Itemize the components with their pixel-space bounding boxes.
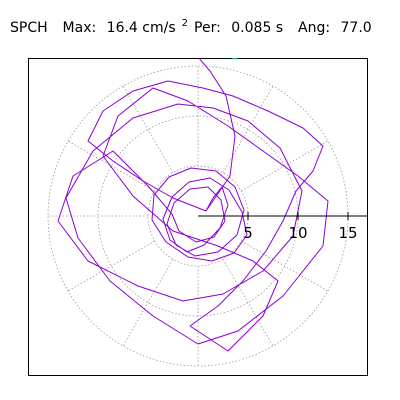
max-label: Max: <box>62 19 97 36</box>
station-code: SPCH <box>10 19 48 36</box>
plot-frame <box>28 58 368 376</box>
grid-spoke <box>67 240 155 292</box>
hodogram-plot: 5 10 15 <box>28 58 368 376</box>
plot-header: SPCH Max: 16.4 cm/s 2 Per: 0.085 s Ang: 77… <box>10 18 378 36</box>
grid-spoke <box>222 259 274 347</box>
radial-tick-label: 15 <box>338 224 357 242</box>
radial-axis: 5 10 15 <box>198 212 368 242</box>
trace-segment <box>151 167 248 262</box>
max-value: 16.4 cm/s <box>106 19 176 36</box>
peak-marker-group <box>231 58 238 60</box>
radial-tick-label: 10 <box>288 224 307 242</box>
trace-segment <box>57 87 329 352</box>
grid-spoke <box>222 85 274 173</box>
angle-label: Ang: <box>298 19 331 36</box>
grid-spoke <box>122 259 174 347</box>
peak-marker <box>231 58 238 60</box>
period-value: 0.085 s <box>231 19 284 36</box>
motion-trace <box>57 58 329 352</box>
max-unit-exponent: 2 <box>181 18 189 29</box>
grid-spoke <box>241 240 329 292</box>
angle-value: 77.0 <box>340 19 372 36</box>
grid-spoke <box>122 85 174 173</box>
radial-tick-label: 5 <box>243 224 253 242</box>
period-label: Per: <box>194 19 221 36</box>
trace-segment <box>87 58 324 327</box>
grid-spoke <box>67 140 155 192</box>
